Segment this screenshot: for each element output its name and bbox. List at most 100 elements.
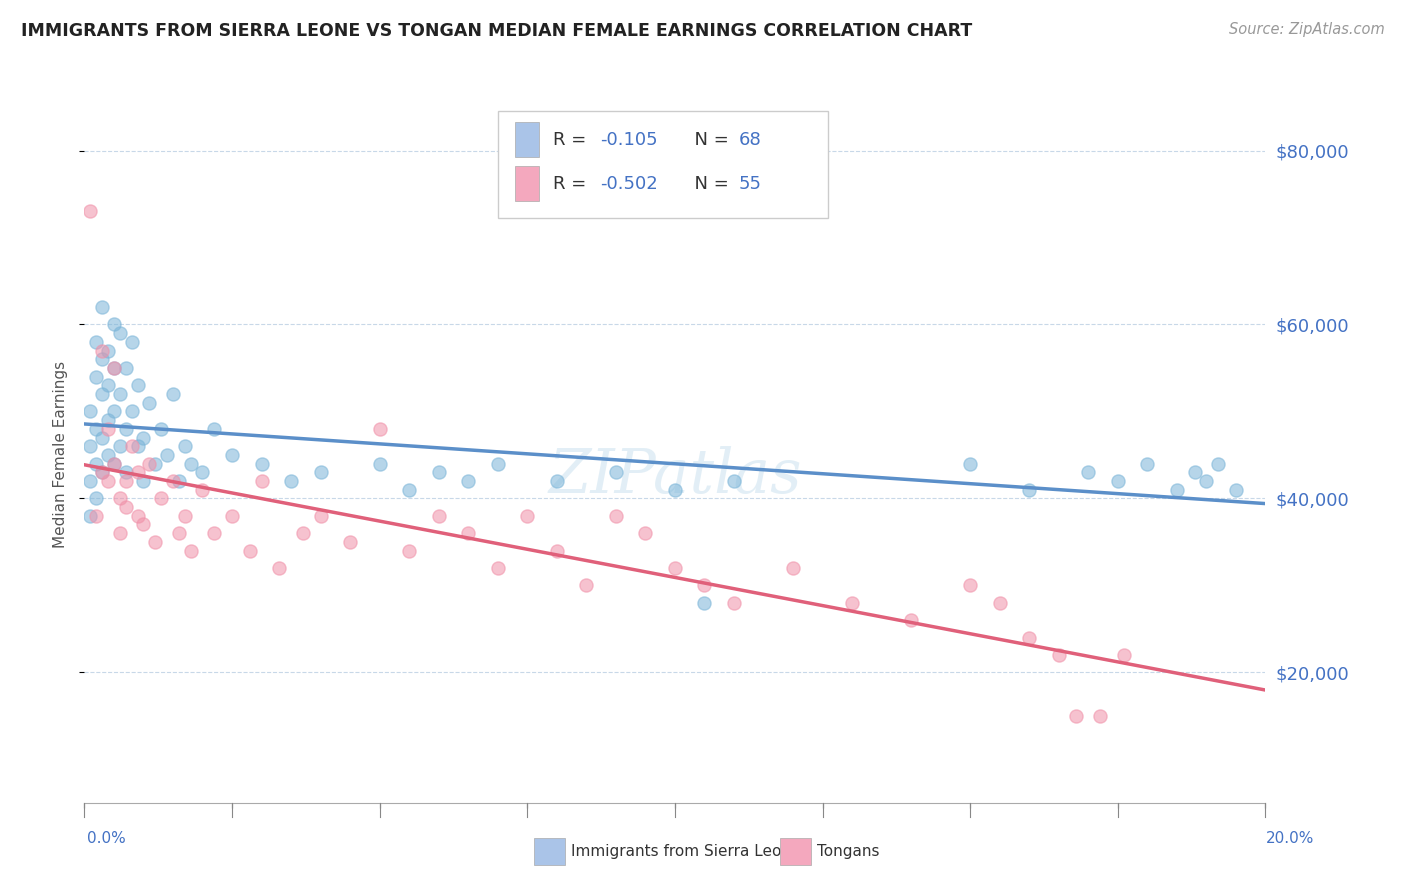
Point <box>138 396 160 410</box>
Point <box>782 561 804 575</box>
Point <box>97 448 120 462</box>
Point <box>132 474 155 488</box>
FancyBboxPatch shape <box>498 111 828 219</box>
Point <box>1112 648 1135 662</box>
Point <box>841 596 863 610</box>
Point <box>91 300 114 314</box>
Point <box>427 466 450 480</box>
Point <box>103 457 125 471</box>
Point <box>108 387 131 401</box>
Point <box>103 361 125 376</box>
Point <box>693 578 716 592</box>
Point <box>457 474 479 488</box>
Point <box>1018 631 1040 645</box>
Point <box>84 334 107 349</box>
Point <box>398 543 420 558</box>
Point <box>280 474 302 488</box>
Point <box>250 457 273 471</box>
Point <box>167 526 190 541</box>
Point <box>1166 483 1188 497</box>
Point <box>108 326 131 340</box>
Point <box>108 526 131 541</box>
Point <box>239 543 262 558</box>
Point <box>180 543 202 558</box>
Point <box>250 474 273 488</box>
Point <box>127 378 149 392</box>
Point <box>114 474 136 488</box>
Point <box>114 466 136 480</box>
Point <box>91 466 114 480</box>
Point <box>84 369 107 384</box>
Point <box>1088 708 1111 723</box>
Point <box>121 439 143 453</box>
Point <box>546 543 568 558</box>
Point <box>138 457 160 471</box>
Point <box>1184 466 1206 480</box>
Point <box>103 404 125 418</box>
Point <box>84 508 107 523</box>
Point <box>114 422 136 436</box>
Text: -0.502: -0.502 <box>600 175 658 193</box>
Point <box>1225 483 1247 497</box>
Point <box>84 491 107 506</box>
Point <box>221 448 243 462</box>
Point <box>114 500 136 514</box>
Point <box>114 361 136 376</box>
Point <box>1195 474 1218 488</box>
Point <box>723 596 745 610</box>
Point <box>132 517 155 532</box>
Point <box>664 561 686 575</box>
Text: R =: R = <box>553 175 592 193</box>
Point <box>84 422 107 436</box>
Point <box>291 526 314 541</box>
Point <box>180 457 202 471</box>
Point <box>959 578 981 592</box>
Text: 20.0%: 20.0% <box>1267 831 1315 847</box>
Point <box>202 422 225 436</box>
Point <box>167 474 190 488</box>
Text: 55: 55 <box>738 175 762 193</box>
Point <box>150 491 173 506</box>
Point <box>173 439 195 453</box>
Point <box>1047 648 1070 662</box>
Point <box>150 422 173 436</box>
Point <box>575 578 598 592</box>
Point <box>79 474 101 488</box>
Point <box>127 508 149 523</box>
Point <box>269 561 291 575</box>
Point <box>162 387 184 401</box>
Text: 0.0%: 0.0% <box>87 831 127 847</box>
Point <box>988 596 1011 610</box>
Point <box>664 483 686 497</box>
Point <box>91 466 114 480</box>
Point <box>108 439 131 453</box>
Point <box>1066 708 1088 723</box>
Point <box>173 508 195 523</box>
Point <box>91 430 114 444</box>
Point <box>309 466 332 480</box>
Point <box>79 508 101 523</box>
Point <box>693 596 716 610</box>
Text: -0.105: -0.105 <box>600 131 658 149</box>
Point <box>221 508 243 523</box>
Point <box>339 534 361 549</box>
Point <box>1136 457 1159 471</box>
Y-axis label: Median Female Earnings: Median Female Earnings <box>53 361 69 549</box>
Point <box>103 361 125 376</box>
Point <box>97 413 120 427</box>
Point <box>121 334 143 349</box>
Point <box>191 466 214 480</box>
Point <box>368 422 391 436</box>
Point <box>202 526 225 541</box>
Point <box>486 457 509 471</box>
Text: N =: N = <box>683 131 735 149</box>
Point <box>1018 483 1040 497</box>
Point <box>127 466 149 480</box>
Point <box>723 474 745 488</box>
Point <box>79 404 101 418</box>
Text: R =: R = <box>553 131 592 149</box>
Point <box>1107 474 1129 488</box>
Point <box>143 534 166 549</box>
Point <box>156 448 179 462</box>
Point <box>127 439 149 453</box>
